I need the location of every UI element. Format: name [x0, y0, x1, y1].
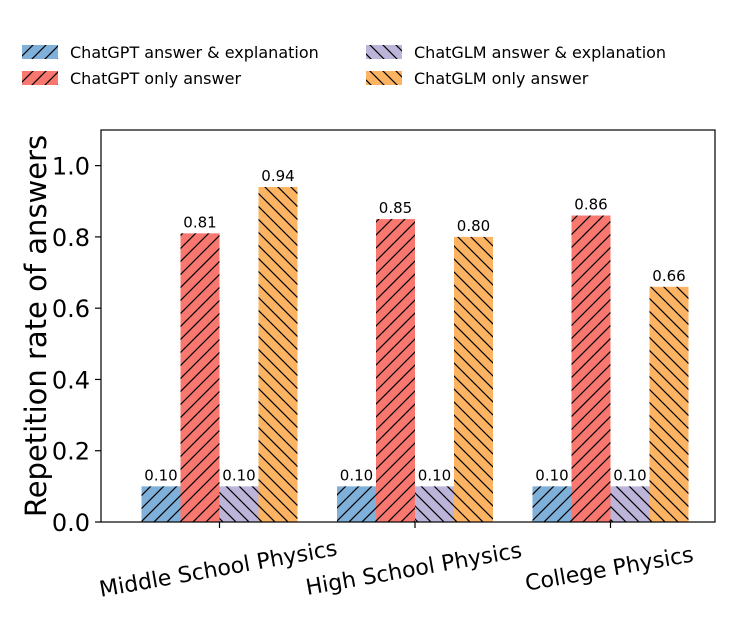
- data-label-chatglm-answer-and-explanation-college-physics: 0.10: [613, 466, 646, 484]
- bar-hatch-chatgpt-only-answer-college-physics: [571, 215, 611, 522]
- bar-hatch-chatglm-answer-and-explanation-middle-school-physics: [219, 486, 259, 522]
- bar-hatch-chatgpt-answer-and-explanation-college-physics: [532, 486, 572, 522]
- data-label-chatglm-only-answer-college-physics: 0.66: [652, 267, 685, 285]
- x-tick-label-college-physics: College Physics: [523, 542, 695, 596]
- bar-hatch-chatgpt-answer-and-explanation-middle-school-physics: [141, 486, 181, 522]
- data-label-chatglm-answer-and-explanation-high-school-physics: 0.10: [418, 466, 451, 484]
- bar-hatch-chatglm-answer-and-explanation-college-physics: [610, 486, 650, 522]
- x-tick-label-middle-school-physics: Middle School Physics: [98, 536, 340, 602]
- y-tick-label-5: 1.0: [52, 153, 90, 181]
- data-label-chatgpt-only-answer-college-physics: 0.86: [574, 196, 607, 214]
- y-tick-label-4: 0.8: [52, 224, 90, 252]
- y-tick-label-0: 0.0: [52, 509, 90, 537]
- y-axis-label: Repetition rate of answers: [19, 135, 53, 517]
- data-label-chatgpt-answer-and-explanation-high-school-physics: 0.10: [340, 466, 373, 484]
- data-label-chatgpt-only-answer-high-school-physics: 0.85: [379, 199, 412, 217]
- legend-label-chatglm-only-answer: ChatGLM only answer: [414, 69, 589, 88]
- legend-label-chatgpt-answer-and-explanation: ChatGPT answer & explanation: [70, 43, 319, 62]
- legend-swatch-hatch-chatglm-only-answer: [366, 71, 402, 85]
- bar-hatch-chatglm-only-answer-college-physics: [649, 286, 689, 522]
- data-label-chatgpt-only-answer-middle-school-physics: 0.81: [183, 213, 216, 231]
- bars-group: 0.10 0.10 0.10 0.81 0.85 0.86 0.10 0.10 0.10 0.94…: [141, 167, 689, 522]
- data-label-chatgpt-answer-and-explanation-college-physics: 0.10: [535, 466, 568, 484]
- data-label-chatglm-answer-and-explanation-middle-school-physics: 0.10: [222, 466, 255, 484]
- bar-hatch-chatgpt-answer-and-explanation-high-school-physics: [337, 486, 376, 522]
- data-label-chatgpt-answer-and-explanation-middle-school-physics: 0.10: [144, 466, 177, 484]
- bar-hatch-chatglm-only-answer-high-school-physics: [454, 236, 493, 522]
- legend-swatch-hatch-chatglm-answer-and-explanation: [366, 45, 402, 59]
- legend-label-chatgpt-only-answer: ChatGPT only answer: [70, 69, 241, 88]
- data-label-chatglm-only-answer-middle-school-physics: 0.94: [261, 167, 294, 185]
- data-label-chatglm-only-answer-high-school-physics: 0.80: [457, 217, 490, 235]
- y-tick-label-1: 0.2: [52, 438, 90, 466]
- bar-hatch-chatgpt-only-answer-middle-school-physics: [180, 233, 220, 522]
- legend-swatch-hatch-chatgpt-only-answer: [22, 71, 58, 85]
- y-tick-label-3: 0.6: [52, 295, 90, 323]
- plot-frame: [100, 129, 716, 523]
- legend-swatch-hatch-chatgpt-answer-and-explanation: [22, 45, 58, 59]
- legend: ChatGPT answer & explanation ChatGPT only…: [22, 43, 666, 88]
- bar-hatch-chatglm-answer-and-explanation-high-school-physics: [415, 486, 454, 522]
- y-tick-label-2: 0.4: [52, 366, 90, 394]
- bar-hatch-chatglm-only-answer-middle-school-physics: [258, 187, 298, 522]
- bar-hatch-chatgpt-only-answer-high-school-physics: [376, 219, 415, 522]
- legend-label-chatglm-answer-and-explanation: ChatGLM answer & explanation: [414, 43, 666, 62]
